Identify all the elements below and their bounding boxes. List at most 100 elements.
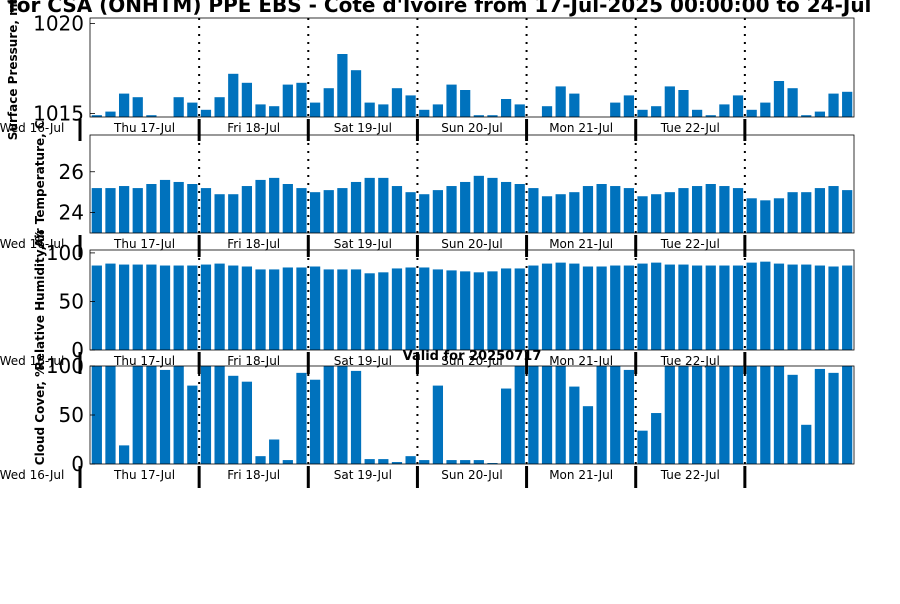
bar-2-7 <box>173 181 184 233</box>
x-tick-label-3-3: Fri 18-Jul <box>227 354 280 368</box>
x-tick-label-1-5: Sun 20-Jul <box>441 121 502 135</box>
bar-4-35 <box>555 366 566 464</box>
bar-1-7 <box>173 97 184 117</box>
bar-1-29 <box>473 115 484 117</box>
bar-2-10 <box>214 194 225 233</box>
bar-2-14 <box>269 177 280 233</box>
bar-2-56 <box>842 190 853 233</box>
bar-2-31 <box>500 181 512 233</box>
y-axis-label-4: Cloud Cover, % <box>33 365 47 465</box>
bar-4-11 <box>228 375 239 464</box>
bar-2-1 <box>91 188 102 233</box>
bar-3-2 <box>105 263 116 350</box>
x-tick-label-2-3: Fri 18-Jul <box>227 237 280 251</box>
bar-1-12 <box>241 82 253 117</box>
bar-4-9 <box>200 366 212 464</box>
bar-1-42 <box>651 106 662 117</box>
bar-3-23 <box>391 268 403 350</box>
bar-4-39 <box>610 366 621 464</box>
bar-4-33 <box>528 366 539 464</box>
bar-2-5 <box>146 184 157 233</box>
bar-4-50 <box>760 366 771 464</box>
bar-4-47 <box>719 366 730 464</box>
bar-2-52 <box>787 192 798 233</box>
bar-3-49 <box>746 262 757 350</box>
bar-3-13 <box>255 269 266 350</box>
bar-3-33 <box>528 265 539 350</box>
bar-2-6 <box>159 179 171 233</box>
bar-2-4 <box>132 188 143 233</box>
x-tick-label-3-7: Tue 22-Jul <box>660 354 720 368</box>
bar-1-13 <box>255 104 266 117</box>
bar-3-16 <box>296 267 307 350</box>
bar-3-22 <box>378 272 389 350</box>
bar-3-31 <box>500 268 512 350</box>
bar-1-21 <box>364 102 375 117</box>
bar-3-27 <box>446 270 457 350</box>
x-tick-label-2-6: Mon 21-Jul <box>549 237 613 251</box>
bar-3-56 <box>842 265 853 350</box>
bar-3-44 <box>678 264 689 350</box>
bar-1-44 <box>678 90 689 117</box>
bar-3-11 <box>228 265 239 350</box>
bar-4-26 <box>432 385 444 464</box>
bar-1-15 <box>282 84 293 117</box>
x-tick-label-3-6: Mon 21-Jul <box>549 354 613 368</box>
bar-3-5 <box>146 264 157 350</box>
bar-4-54 <box>814 368 826 464</box>
bar-2-32 <box>514 184 525 233</box>
plot-frame-2 <box>89 134 855 234</box>
bar-3-19 <box>337 269 348 350</box>
bar-1-32 <box>514 104 525 117</box>
bar-2-26 <box>432 190 444 233</box>
bar-4-55 <box>828 372 839 464</box>
bar-3-36 <box>569 263 580 350</box>
bar-2-42 <box>651 194 662 233</box>
bar-1-22 <box>378 104 389 117</box>
x-tick-label-4-6: Mon 21-Jul <box>549 468 613 482</box>
bar-1-26 <box>432 104 444 117</box>
y-tick-label-1-1: 1015 <box>33 101 84 125</box>
bar-3-24 <box>405 267 416 350</box>
bar-4-46 <box>705 366 716 464</box>
bar-4-10 <box>214 366 225 464</box>
x-tick-label-1-3: Fri 18-Jul <box>227 121 280 135</box>
y-tick-label-4-1: 0 <box>71 452 84 476</box>
x-tick-label-1-6: Mon 21-Jul <box>549 121 613 135</box>
bar-4-4 <box>132 366 143 464</box>
bar-3-12 <box>241 266 253 350</box>
bar-3-48 <box>732 265 744 350</box>
bar-1-50 <box>760 102 771 117</box>
bar-4-2 <box>105 366 116 464</box>
bar-4-40 <box>623 369 635 464</box>
bar-4-48 <box>732 366 744 464</box>
bar-3-10 <box>214 263 225 350</box>
bar-1-24 <box>405 95 416 117</box>
bar-4-38 <box>596 366 607 464</box>
y-tick-label-4-2: 50 <box>59 403 84 427</box>
bar-2-18 <box>323 190 334 233</box>
bar-2-8 <box>187 184 198 233</box>
bar-1-4 <box>132 97 143 117</box>
bar-4-31 <box>500 388 512 464</box>
bar-4-23 <box>391 462 403 464</box>
bar-1-49 <box>746 109 757 117</box>
bar-4-18 <box>323 366 334 464</box>
x-tick-label-4-3: Fri 18-Jul <box>227 468 280 482</box>
bar-4-22 <box>378 459 389 464</box>
bar-2-20 <box>350 181 362 233</box>
bar-2-27 <box>446 186 457 233</box>
bar-2-40 <box>623 188 635 233</box>
figure-title: for CSA (ONHTM) PPE EBS - Cote d'Ivoire … <box>8 0 871 17</box>
bar-2-39 <box>610 186 621 233</box>
bar-2-19 <box>337 188 348 233</box>
bar-4-14 <box>269 439 280 464</box>
bar-2-12 <box>241 186 253 233</box>
bar-2-55 <box>828 186 839 233</box>
bar-3-21 <box>364 273 375 350</box>
bar-4-15 <box>282 460 293 464</box>
bar-3-4 <box>132 264 143 350</box>
bar-3-17 <box>309 266 321 350</box>
bar-1-27 <box>446 84 457 117</box>
